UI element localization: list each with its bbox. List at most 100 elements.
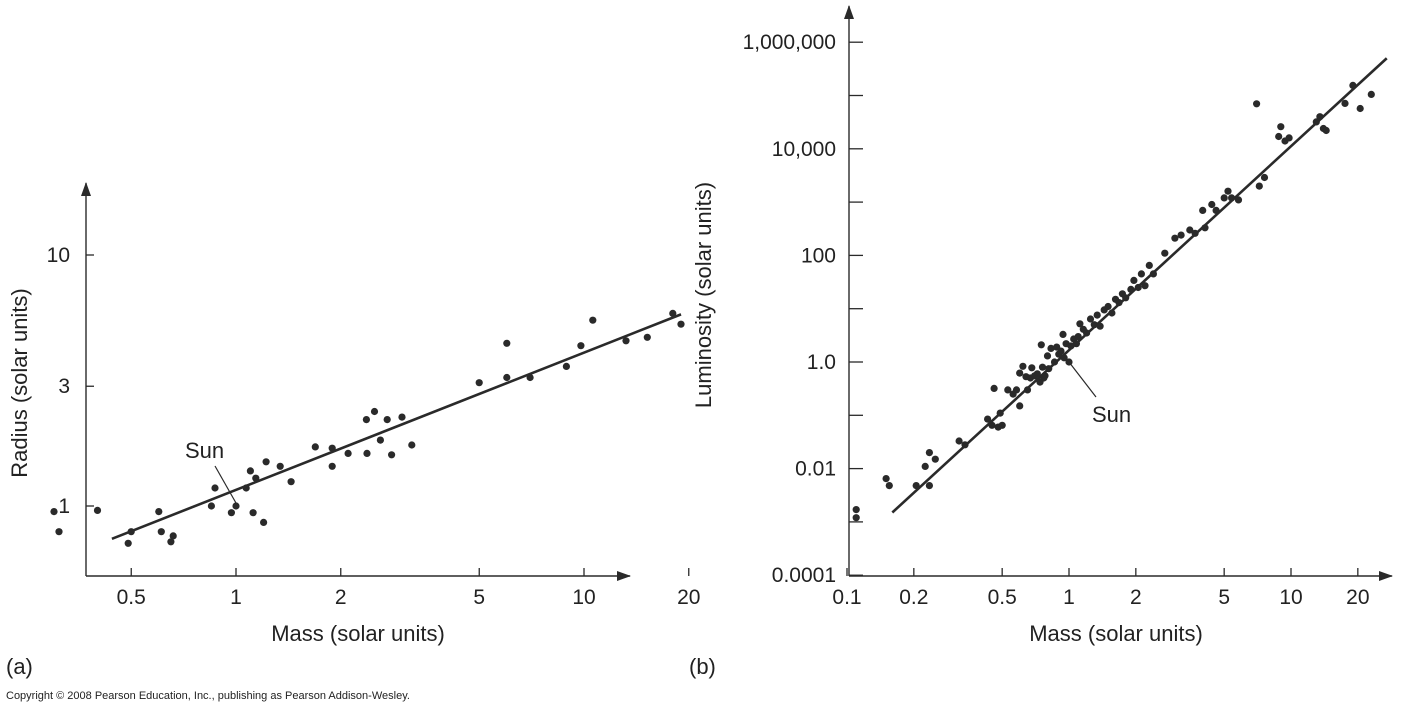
data-point — [996, 409, 1004, 417]
data-point — [1045, 365, 1053, 373]
y-tick-label: 0.01 — [795, 458, 836, 481]
data-point — [408, 441, 416, 449]
x-tick-label: 0.1 — [832, 586, 861, 609]
data-point — [363, 449, 371, 457]
data-point — [998, 421, 1006, 429]
panel-a-sun-label: Sun — [185, 438, 224, 463]
data-point — [1108, 309, 1116, 317]
data-point — [376, 436, 384, 444]
y-tick-label: 100 — [801, 244, 836, 267]
data-point — [1090, 321, 1098, 329]
data-point — [1076, 320, 1084, 328]
data-point — [1275, 132, 1283, 141]
data-point — [1134, 283, 1142, 292]
data-point — [1037, 341, 1045, 349]
panel-a-chart: 0.5 1 2 5 10 20 1 3 10 Sun Mass (solar units) R… — [6, 182, 700, 679]
data-point — [383, 416, 391, 424]
data-point — [311, 443, 319, 451]
data-point — [127, 528, 135, 536]
data-point — [912, 482, 920, 490]
data-point — [885, 482, 893, 490]
data-point — [1191, 229, 1199, 237]
data-point — [1050, 358, 1059, 366]
data-point — [1137, 270, 1145, 278]
data-point — [55, 528, 63, 536]
data-point — [1141, 282, 1149, 290]
data-point — [328, 444, 336, 452]
data-point — [262, 458, 270, 466]
data-point — [232, 502, 240, 510]
data-point — [1072, 340, 1080, 348]
data-point — [1356, 104, 1364, 113]
panel-b-sun-pointer — [1068, 361, 1097, 398]
data-point — [344, 449, 352, 457]
data-point — [1012, 386, 1021, 394]
data-point — [925, 482, 934, 490]
data-point — [1220, 194, 1228, 202]
x-tick-label: 0.2 — [899, 586, 928, 609]
data-point — [622, 337, 630, 345]
data-point — [1033, 370, 1041, 378]
data-point — [852, 514, 860, 522]
y-tick-label: 0.0001 — [772, 564, 836, 587]
data-point — [246, 467, 254, 475]
data-point — [1083, 329, 1091, 337]
x-tick-label: 1 — [230, 586, 242, 609]
data-point — [961, 441, 969, 449]
data-point — [988, 421, 996, 429]
data-point — [1177, 231, 1185, 239]
data-point — [93, 506, 102, 514]
data-point — [1171, 234, 1179, 242]
panel-b-x-ticks: 0.1 0.2 0.5 1 2 5 10 20 — [832, 568, 1370, 609]
data-point — [1316, 113, 1324, 121]
x-tick-label: 10 — [1279, 586, 1302, 609]
x-tick-label: 5 — [1218, 586, 1230, 609]
data-point — [503, 339, 511, 347]
data-point — [1224, 187, 1232, 195]
data-point — [475, 379, 483, 387]
data-point — [50, 508, 58, 516]
x-tick-label: 10 — [572, 586, 595, 609]
panel-b-data-points — [852, 81, 1375, 522]
data-point — [1019, 362, 1027, 370]
data-point — [577, 342, 585, 350]
panel-a-x-axis-title: Mass (solar units) — [271, 621, 445, 646]
y-tick-label: 10 — [47, 244, 70, 267]
data-point — [1086, 315, 1095, 323]
data-point — [1057, 347, 1065, 355]
data-point — [1059, 330, 1067, 338]
data-point — [1255, 182, 1263, 190]
data-point — [1043, 352, 1052, 360]
panel-b-label: (b) — [689, 654, 716, 679]
data-point — [1161, 249, 1169, 257]
data-point — [1260, 173, 1269, 182]
data-point — [155, 508, 163, 516]
panel-b-y-ticks: 0.0001 0.01 1.0 100 10,000 1,000,000 — [743, 31, 863, 587]
data-point — [398, 413, 406, 421]
data-point — [1208, 200, 1216, 209]
data-point — [1004, 386, 1012, 394]
panel-b-y-axis-title: Luminosity (solar units) — [691, 182, 716, 408]
data-point — [1277, 123, 1285, 131]
data-point — [1016, 402, 1024, 410]
data-point — [1067, 342, 1075, 350]
panel-a-y-ticks: 1 3 10 — [47, 244, 94, 518]
data-point — [124, 539, 132, 547]
data-point — [211, 484, 219, 492]
data-point — [1253, 100, 1261, 108]
data-point — [328, 462, 336, 470]
data-point — [589, 316, 597, 324]
x-tick-label: 0.5 — [117, 586, 146, 609]
data-point — [1127, 285, 1135, 293]
data-point — [1341, 99, 1349, 107]
data-point — [852, 506, 860, 514]
data-point — [249, 509, 257, 517]
y-tick-label: 1 — [58, 495, 70, 518]
data-point — [1201, 224, 1209, 232]
data-point — [242, 484, 250, 492]
data-point — [677, 320, 685, 328]
data-point — [955, 437, 963, 445]
data-point — [1096, 322, 1104, 330]
data-point — [526, 373, 534, 382]
